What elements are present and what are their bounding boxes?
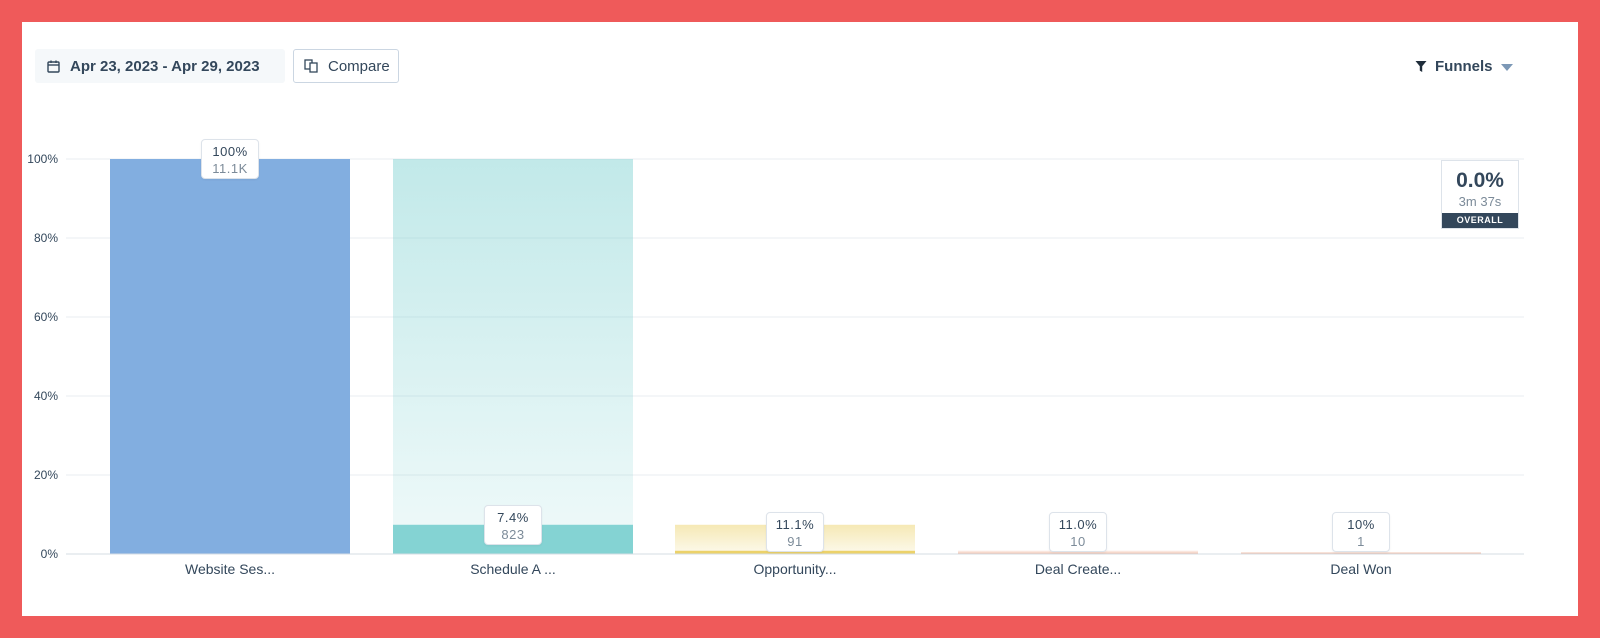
y-tick-label: 60% — [34, 310, 58, 324]
stage-count: 11.1K — [212, 161, 248, 176]
stage-percent: 11.1% — [775, 517, 815, 532]
filter-icon — [1415, 60, 1427, 72]
overall-label: OVERALL — [1442, 213, 1518, 228]
stage-value-label: 100% 11.1K — [201, 139, 259, 179]
conversion-bar — [958, 552, 1198, 554]
stage-count: 823 — [501, 526, 525, 542]
overall-conversion-card: 0.0% 3m 37s OVERALL — [1441, 160, 1519, 229]
dropoff-bar — [393, 159, 633, 554]
overall-time: 3m 37s — [1458, 194, 1502, 209]
dropoff-bar — [958, 550, 1198, 554]
compare-icon — [304, 59, 318, 73]
calendar-icon — [47, 60, 60, 73]
stage-count: 1 — [1357, 534, 1365, 549]
stage-percent: 11.0% — [1058, 517, 1098, 532]
conversion-bar — [1241, 552, 1481, 554]
chevron-down-icon — [1500, 63, 1513, 71]
overall-rate: 0.0% — [1456, 169, 1504, 192]
stage-count: 10 — [1070, 534, 1086, 549]
y-tick-label: 20% — [34, 468, 58, 482]
stage-value-label: 10% 1 — [1332, 512, 1390, 552]
stage-percent: 7.4% — [497, 509, 529, 525]
stage-count: 91 — [787, 534, 803, 549]
compare-label: Compare — [328, 57, 390, 75]
conversion-bar — [110, 159, 350, 554]
x-axis-label: Deal Won — [1330, 561, 1391, 577]
funnel-report-panel: Apr 23, 2023 - Apr 29, 2023 Compare Funn… — [22, 22, 1578, 616]
funnels-dropdown[interactable]: Funnels — [1415, 49, 1525, 83]
x-axis-label: Opportunity... — [753, 561, 836, 577]
compare-button[interactable]: Compare — [293, 49, 399, 83]
date-range-picker[interactable]: Apr 23, 2023 - Apr 29, 2023 — [35, 49, 285, 83]
x-axis-label: Website Ses... — [185, 561, 275, 577]
x-axis-label: Deal Create... — [1035, 561, 1121, 577]
stage-value-label: 7.4% 823 — [484, 504, 542, 545]
date-range-label: Apr 23, 2023 - Apr 29, 2023 — [70, 57, 260, 75]
funnels-label: Funnels — [1435, 57, 1493, 75]
y-tick-label: 40% — [34, 389, 58, 403]
stage-percent: 10% — [1347, 517, 1375, 532]
conversion-bar — [675, 550, 915, 554]
y-tick-label: 100% — [27, 152, 58, 166]
x-axis-label: Schedule A ... — [470, 561, 556, 577]
stage-percent: 100% — [212, 144, 248, 159]
stage-value-label: 11.0% 10 — [1049, 512, 1107, 552]
funnel-chart: 0% 20% 40% 60% 80% 100% Website Ses... Schedule… — [27, 152, 1524, 577]
stage-value-label: 11.1% 91 — [766, 512, 824, 552]
y-tick-label: 80% — [34, 231, 58, 245]
y-tick-label: 0% — [41, 547, 59, 561]
